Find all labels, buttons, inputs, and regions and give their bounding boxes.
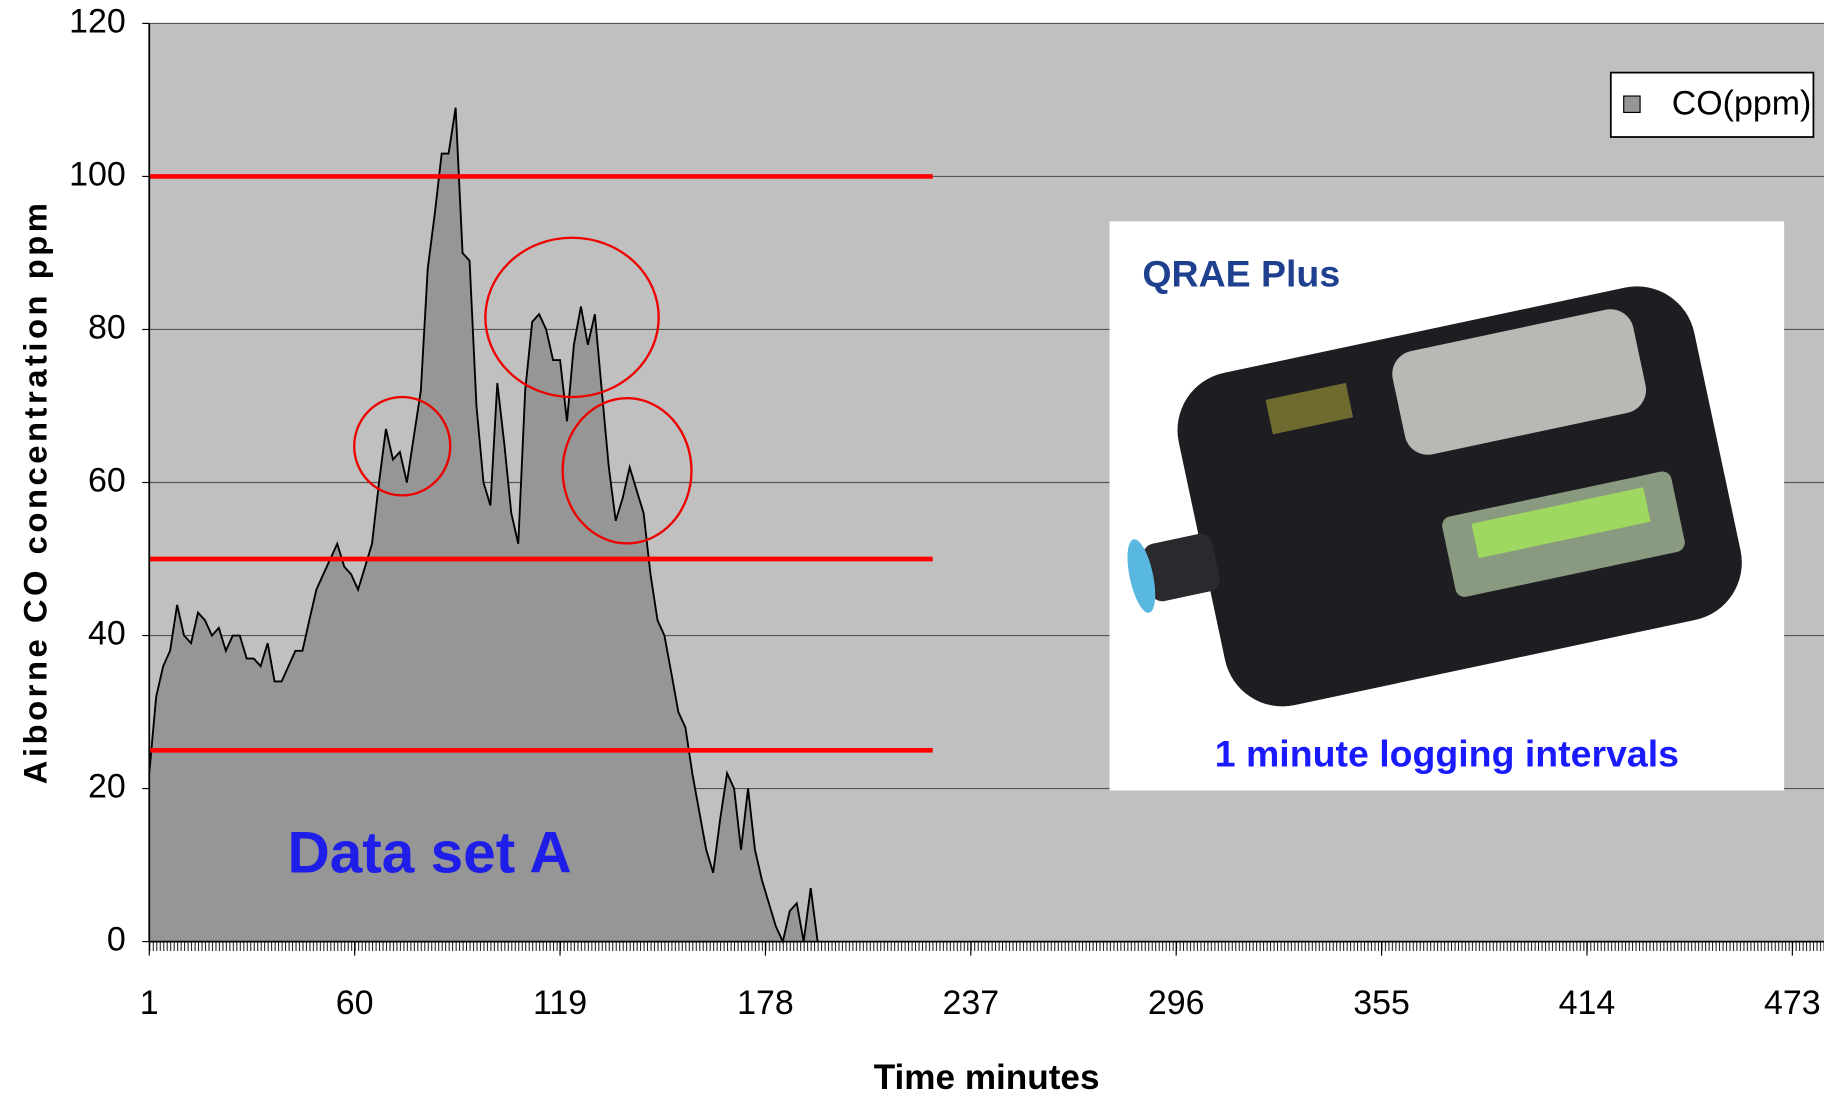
- device-inlet: [1143, 533, 1220, 602]
- x-tick-label: 237: [942, 984, 999, 1022]
- x-tick-label: 1: [140, 984, 159, 1022]
- device: [1127, 286, 1742, 707]
- y-tick-label: 20: [88, 768, 126, 806]
- y-tick-label: 100: [69, 155, 126, 193]
- highlight-circles: [353, 236, 693, 545]
- legend-box: [1609, 71, 1815, 138]
- x-tick-label: 119: [533, 984, 587, 1022]
- y-tick-label: 40: [88, 614, 126, 652]
- x-tick-label: 355: [1353, 984, 1410, 1022]
- minor-ticks: [149, 941, 1824, 951]
- inset: QRAE Plus 1 minute logging intervals: [1109, 221, 1785, 791]
- x-axis-title: Time minutes: [874, 1058, 1100, 1095]
- x-tick-label: 178: [737, 984, 794, 1022]
- device-grille: [1392, 309, 1647, 455]
- device-display: [1471, 487, 1651, 559]
- y-tick-label: 60: [88, 461, 126, 499]
- circle: [353, 395, 452, 497]
- y-tick-label: 120: [69, 2, 126, 40]
- legend-swatch: [1623, 95, 1641, 114]
- x-tick-label: 473: [1764, 984, 1821, 1022]
- inset-caption: 1 minute logging intervals: [1215, 732, 1679, 774]
- inset-title: QRAE Plus: [1142, 252, 1340, 294]
- annotation: Data set A: [287, 820, 571, 885]
- circle: [561, 397, 693, 545]
- device-badge: [1265, 382, 1354, 435]
- x-tick-label: 414: [1559, 984, 1616, 1022]
- x-tick-label: 60: [336, 984, 374, 1022]
- area: [149, 107, 818, 942]
- y-tick-label: 80: [88, 308, 126, 346]
- area-outline: [148, 107, 819, 945]
- legend-label: CO(ppm): [1672, 84, 1812, 122]
- legend: CO(ppm): [1609, 71, 1815, 138]
- y-tick-label: 0: [107, 921, 126, 959]
- device-filter: [1127, 539, 1156, 613]
- y-axis-title: Aiborne CO concentration ppm: [17, 200, 54, 785]
- x-tick-label: 296: [1148, 984, 1205, 1022]
- circle: [484, 236, 660, 399]
